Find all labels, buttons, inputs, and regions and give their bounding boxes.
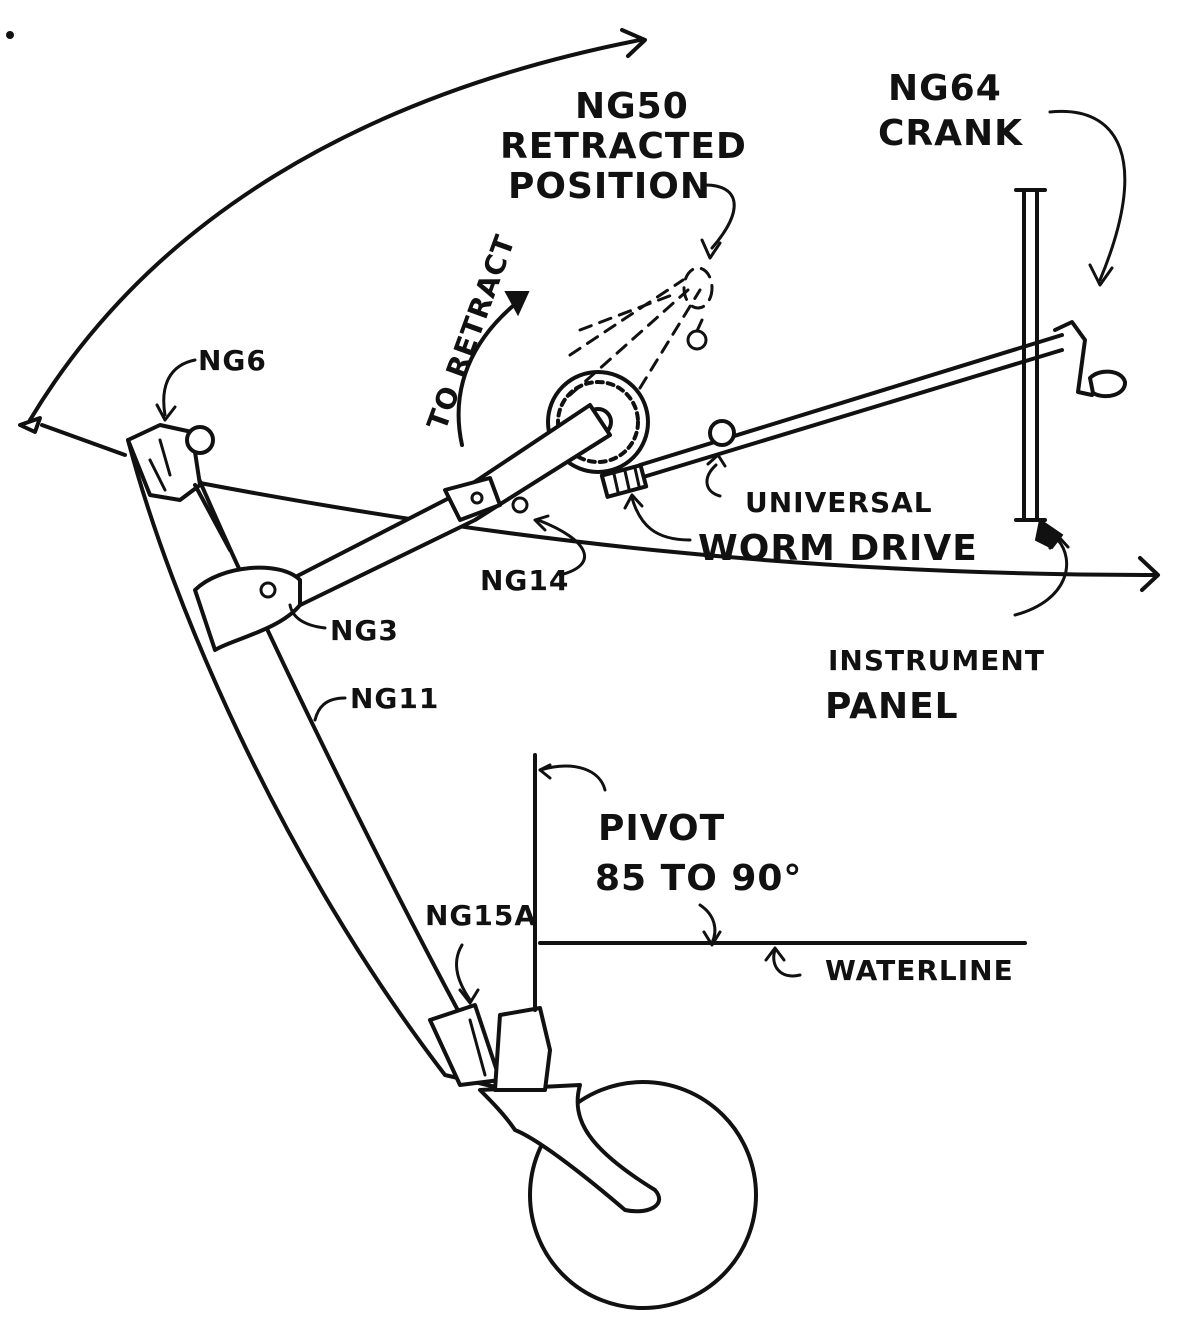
stray-dot xyxy=(6,31,14,39)
ng50-label-line3: POSITION xyxy=(508,166,711,207)
leader-arrows xyxy=(155,109,1127,1005)
retraction-arc xyxy=(18,28,647,457)
wheel xyxy=(528,1080,758,1310)
ng15a-label: NG15A xyxy=(425,899,537,932)
waterline-label: WATERLINE xyxy=(825,954,1014,987)
pivot-reference xyxy=(533,753,1027,1012)
instrument-panel xyxy=(1014,188,1064,550)
crank-handle xyxy=(1053,320,1127,399)
fuselage-line xyxy=(198,481,1160,592)
fork-and-wheel xyxy=(428,1003,758,1310)
ng3-label: NG3 xyxy=(330,614,399,647)
retract-arrow xyxy=(456,291,530,447)
instrument-label: INSTRUMENT xyxy=(828,644,1045,677)
retracted-ghost xyxy=(568,266,714,397)
panel-label: PANEL xyxy=(825,686,959,727)
crank-label: CRANK xyxy=(878,113,1023,154)
pivot-angle-label: 85 TO 90° xyxy=(595,858,802,899)
ng11-label: NG11 xyxy=(350,682,439,715)
ng50-label-line2: RETRACTED xyxy=(500,126,747,167)
worm-drive-label: WORM DRIVE xyxy=(698,528,978,569)
ng50-label: NG50 xyxy=(575,86,689,127)
to-retract-label: TO RETRACT xyxy=(421,230,522,434)
crank-shaft xyxy=(638,333,1064,480)
worm-drive xyxy=(599,463,649,499)
ng6-label: NG6 xyxy=(198,344,267,377)
universal-label: UNIVERSAL xyxy=(745,486,933,519)
ng64-label: NG64 xyxy=(888,68,1002,109)
pivot-label: PIVOT xyxy=(598,808,725,849)
ng14-label: NG14 xyxy=(480,564,569,597)
